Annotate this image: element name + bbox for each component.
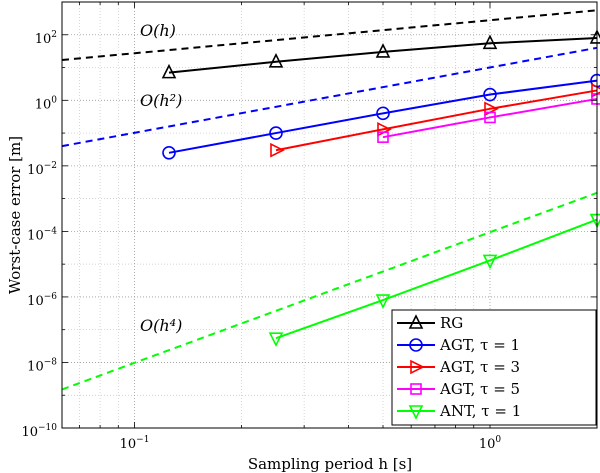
legend-marker <box>410 383 422 395</box>
data-point <box>161 63 177 79</box>
legend-entry: AGT, τ = 3 <box>397 358 520 376</box>
legend-label: AGT, τ = 1 <box>439 336 520 354</box>
y-tick-label: 10−4 <box>27 226 57 243</box>
x-axis-title: Sampling period h [s] <box>248 455 412 473</box>
reference-label: O(h⁴) <box>140 316 182 335</box>
series <box>162 73 600 160</box>
y-tick-label: 100 <box>35 95 58 112</box>
y-tick-label: 10−10 <box>21 423 57 440</box>
data-point <box>270 142 285 158</box>
x-tick-label: 100 <box>479 435 502 452</box>
reference-label: O(h²) <box>140 91 182 110</box>
legend-entry: AGT, τ = 5 <box>397 380 520 398</box>
data-point <box>269 126 283 140</box>
y-axis-title: Worst-case error [m] <box>6 136 24 294</box>
y-tick-label: 10−8 <box>27 357 57 374</box>
x-tick-label: 10−1 <box>120 435 150 452</box>
data-point <box>484 111 496 124</box>
data-point <box>268 332 284 347</box>
y-tick-labels: 10−10 10−8 10−6 10−4 10−2 100 102 <box>21 30 57 440</box>
data-point <box>377 131 389 143</box>
y-tick-label: 102 <box>35 30 57 47</box>
data-series <box>161 29 600 347</box>
data-point <box>268 52 284 68</box>
series-line <box>168 36 598 74</box>
reference-label: O(h) <box>140 21 176 40</box>
data-point <box>482 254 498 270</box>
reference-line <box>61 9 598 61</box>
data-point <box>483 87 497 102</box>
y-tick-label: 10−2 <box>27 161 57 178</box>
legend-entry: RG <box>397 314 463 332</box>
data-point <box>375 294 391 309</box>
reference-line <box>61 46 598 148</box>
legend-label: AGT, τ = 3 <box>439 358 520 376</box>
reference-lines <box>61 9 598 391</box>
series-line <box>168 79 598 154</box>
plot-frame <box>61 1 598 429</box>
legend-marker <box>408 405 424 420</box>
data-point <box>482 34 498 50</box>
reference-line <box>61 191 598 391</box>
legend-label: RG <box>440 314 463 332</box>
legend-entry: ANT, τ = 1 <box>397 402 521 420</box>
y-tick-label: 10−6 <box>27 292 57 309</box>
data-point <box>375 43 391 58</box>
legend: RG AGT, τ = 1 AGT, τ = 3 AGT, τ = 5 ANT, τ =… <box>391 309 597 426</box>
legend-label: ANT, τ = 1 <box>439 402 521 420</box>
data-point <box>162 146 176 160</box>
legend-marker <box>410 359 425 375</box>
legend-marker <box>409 338 423 352</box>
legend-marker <box>408 314 424 329</box>
legend-entry: AGT, τ = 1 <box>397 336 520 354</box>
x-tick-labels: 10−1 100 <box>120 435 502 452</box>
series-line <box>382 97 598 139</box>
series-line <box>275 89 598 152</box>
data-point <box>376 106 390 121</box>
reference-labels: O(h) O(h²) O(h⁴) <box>140 21 182 335</box>
legend-label: AGT, τ = 5 <box>439 380 520 398</box>
series-line <box>275 218 598 340</box>
